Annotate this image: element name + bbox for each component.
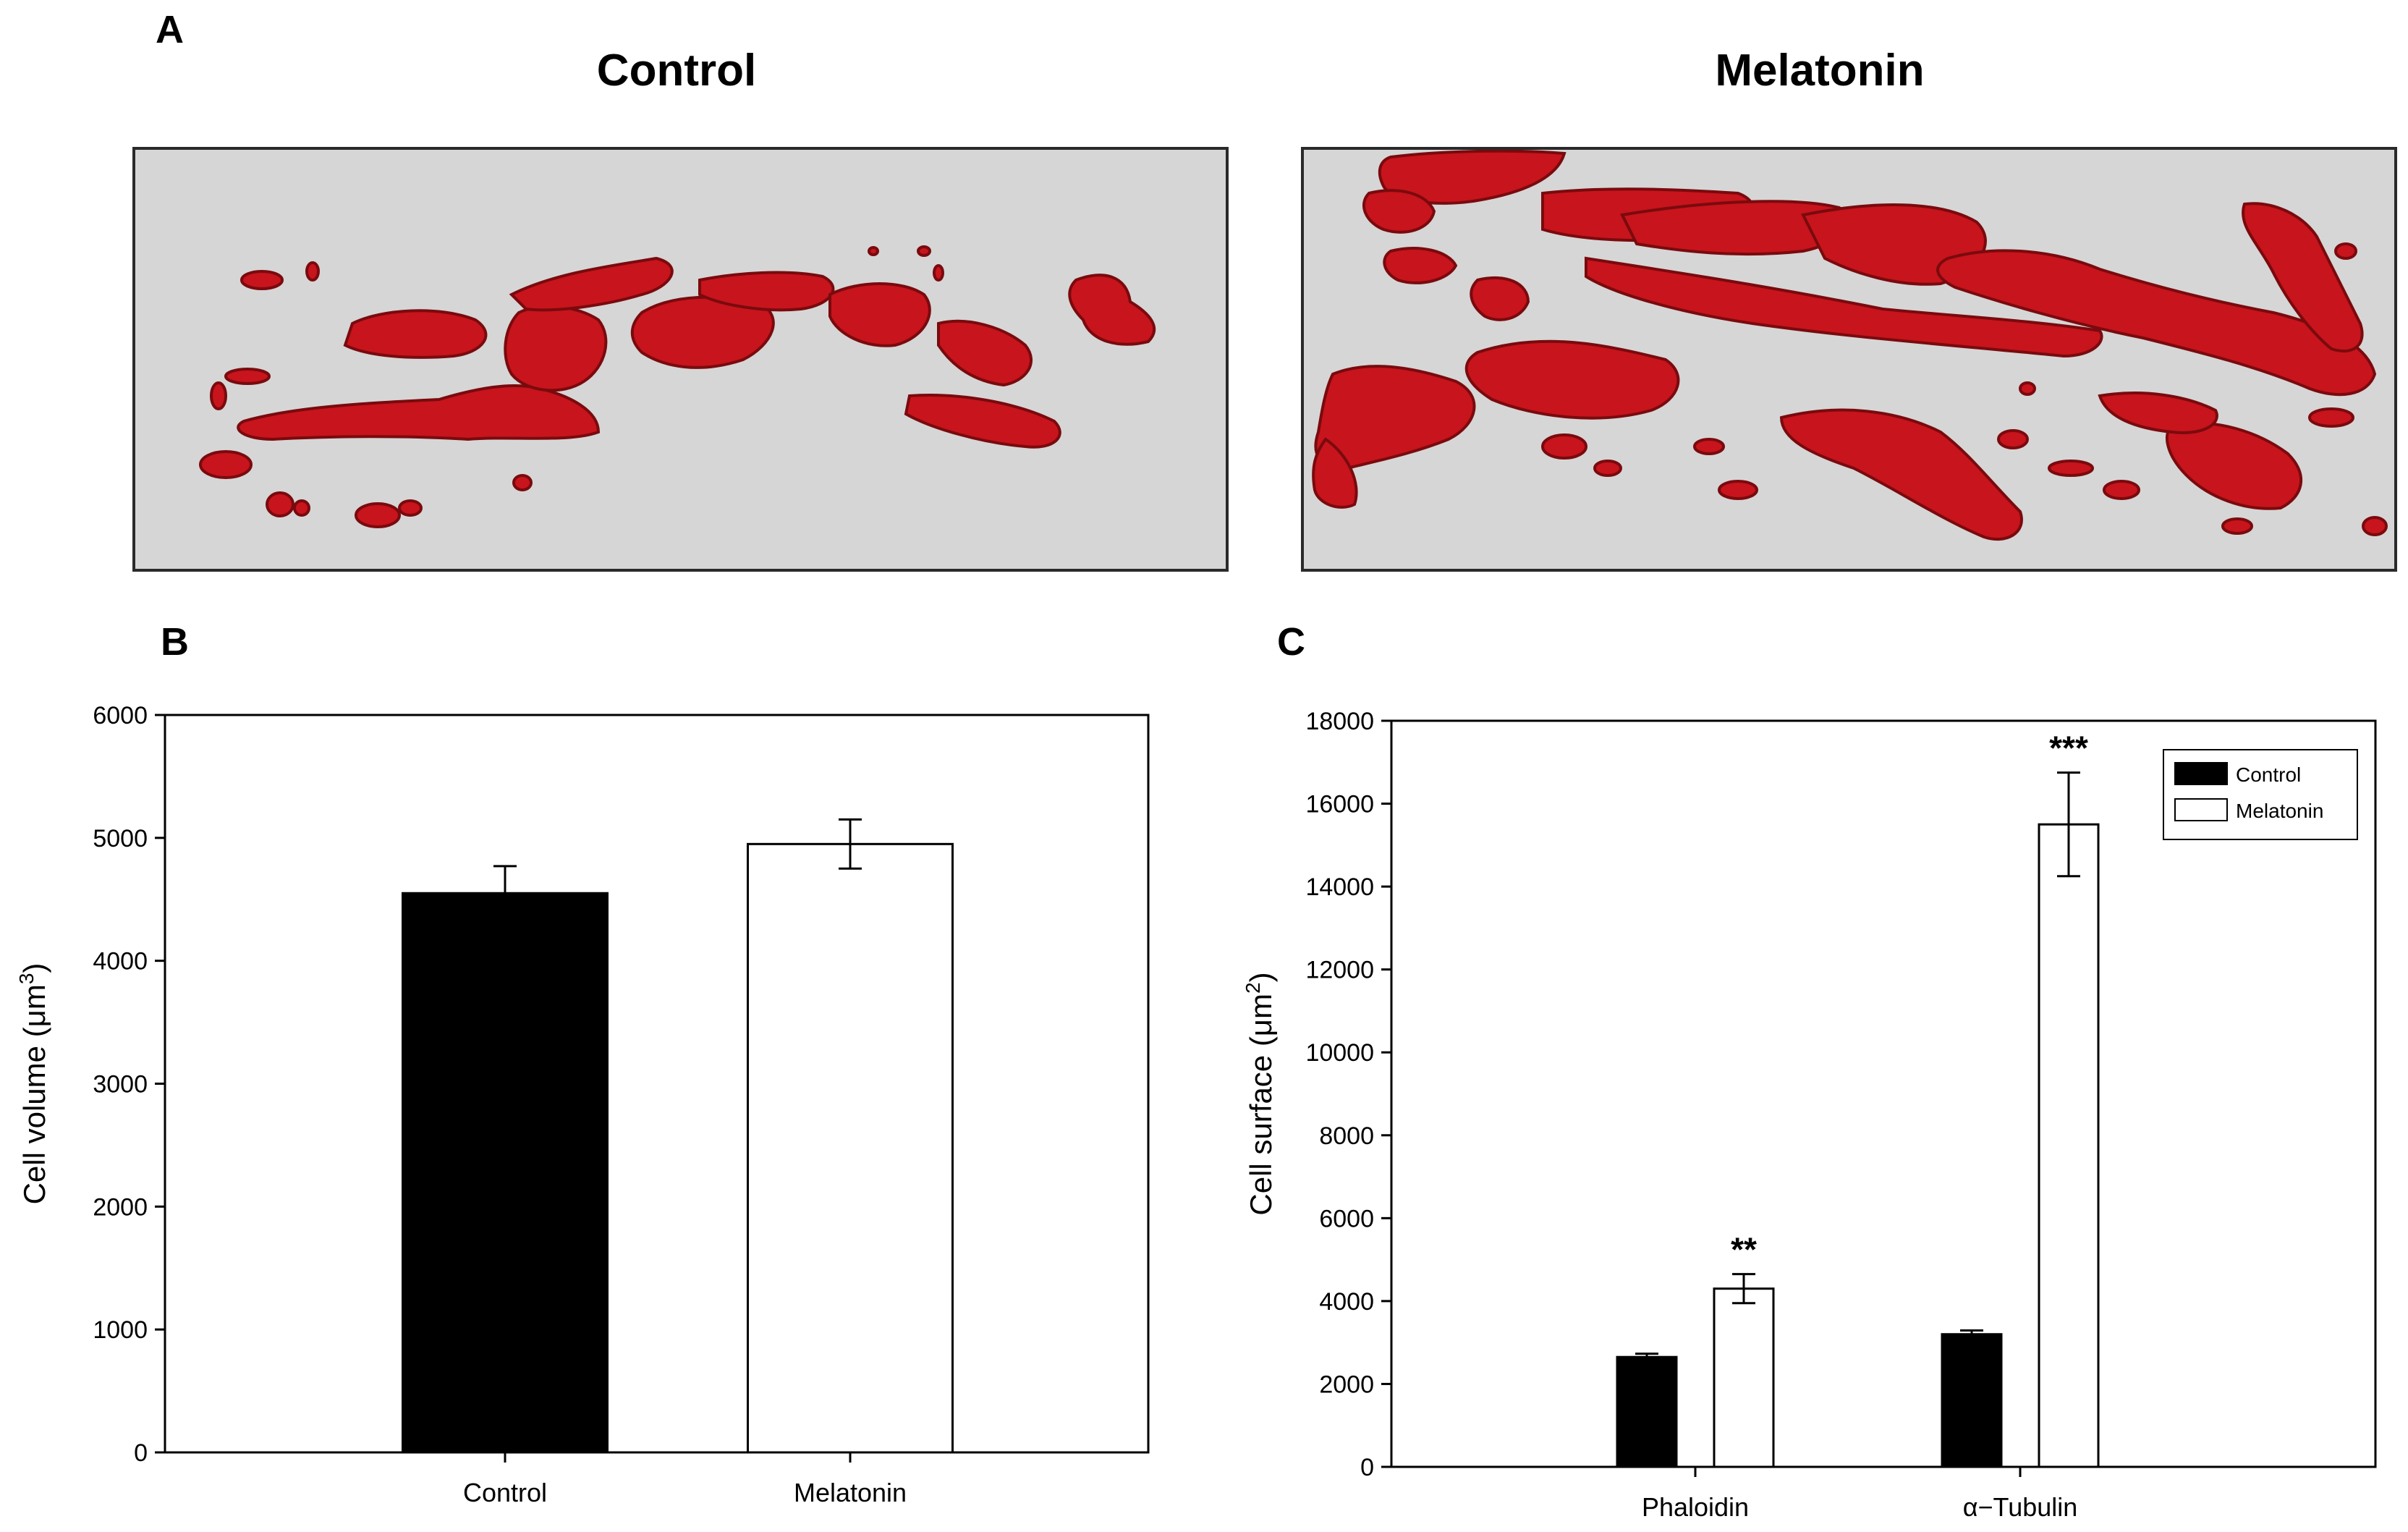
legend-label-melatonin: Melatonin: [2236, 800, 2323, 822]
cell-volume-chart: 0 1000 2000 3000 4000 5000 6000 Control Melatoni…: [15, 702, 1150, 1507]
control-microscopy-image: [132, 147, 1229, 572]
control-cells-render: [199, 245, 1156, 528]
bar-melatonin-1: [2038, 823, 2100, 1468]
x-label-group: α−Tubulin: [1963, 1492, 2078, 1522]
x-label-control: Control: [463, 1478, 547, 1507]
cell-surface-chart: 0 2000 4000 6000 8000 10000 12000 14000 16000 180…: [1242, 708, 2377, 1522]
y-tick-label: 6000: [1319, 1205, 1374, 1232]
bar-control: [402, 892, 609, 1454]
legend-swatch-melatonin: [2174, 798, 2228, 821]
plot-frame: [1390, 719, 2377, 1468]
panel-c-letter: C: [1277, 620, 1305, 664]
y-tick-label: 8000: [1319, 1122, 1374, 1150]
y-tick-label: 6000: [93, 702, 148, 729]
y-tick-label: 16000: [1305, 791, 1374, 818]
melatonin-microscopy-image: [1301, 147, 2397, 572]
bar-melatonin-0: [1713, 1287, 1775, 1468]
panel-b-letter: B: [161, 620, 189, 664]
y-axis-title: Cell volume (μm3): [15, 963, 51, 1205]
y-tick-label: 4000: [1319, 1288, 1374, 1316]
control-image-title: Control: [596, 46, 757, 96]
y-tick-label: 18000: [1305, 708, 1374, 735]
y-tick-label: 3000: [93, 1071, 148, 1099]
y-tick-label: 2000: [1319, 1371, 1374, 1398]
significance-mark: **: [1731, 1231, 1757, 1269]
bar-control-0: [1616, 1355, 1678, 1468]
melatonin-cells-render: [1312, 150, 2388, 541]
bar-melatonin: [747, 842, 954, 1454]
melatonin-image-title: Melatonin: [1715, 46, 1925, 96]
y-tick-label: 14000: [1305, 873, 1374, 901]
legend-swatch-control: [2174, 762, 2228, 785]
y-tick-label: 10000: [1305, 1039, 1374, 1067]
y-tick-label: 0: [1360, 1454, 1374, 1481]
panel-a-letter: A: [156, 8, 184, 51]
x-label-melatonin: Melatonin: [794, 1478, 907, 1507]
y-tick-label: 12000: [1305, 957, 1374, 984]
y-tick-label: 0: [134, 1439, 148, 1467]
y-tick-label: 2000: [93, 1193, 148, 1221]
legend-label-control: Control: [2236, 763, 2301, 786]
y-tick-label: 1000: [93, 1316, 148, 1344]
bar-control-1: [1941, 1333, 2003, 1468]
significance-mark: ***: [2049, 729, 2088, 767]
x-label-group: Phaloidin: [1642, 1492, 1749, 1522]
y-tick-label: 5000: [93, 825, 148, 852]
y-tick-label: 4000: [93, 948, 148, 976]
plot-frame: [164, 714, 1150, 1454]
y-axis-title: Cell surface (μm2): [1242, 972, 1278, 1215]
